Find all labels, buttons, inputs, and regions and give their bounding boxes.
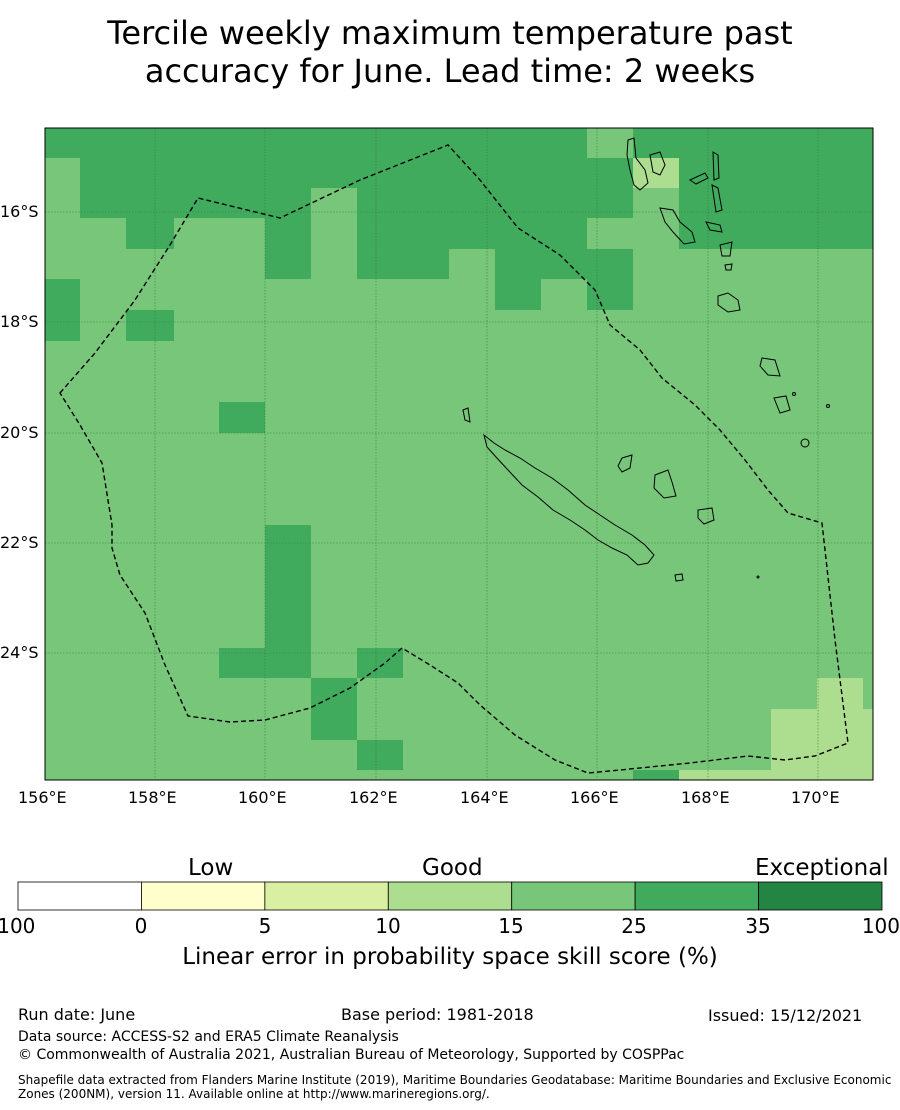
high-cell (126, 310, 174, 341)
mid-cell (771, 709, 873, 780)
lat-label: 16°S (0, 202, 39, 221)
new-caledonia-island (483, 433, 655, 566)
island (711, 184, 723, 213)
mid-skill-cells (633, 158, 873, 780)
high-cell (633, 770, 679, 780)
category-good: Good (422, 855, 483, 881)
high-cell (357, 648, 403, 678)
run-date: Run date: June (18, 1005, 136, 1024)
map-title: Tercile weekly maximum temperature past … (0, 14, 900, 90)
high-cell (265, 525, 311, 678)
base-cell (45, 158, 80, 218)
colorbar (17, 881, 883, 911)
island (756, 575, 760, 579)
mid-cell (679, 770, 771, 780)
shapefile-credit-line-2: Zones (200NM), version 11. Available onl… (18, 1087, 490, 1101)
lon-label: 168°E (681, 788, 730, 807)
base-period: Base period: 1981-2018 (341, 1005, 534, 1024)
eez-boundary (59, 144, 849, 774)
island (649, 151, 666, 176)
colorbar-tick: 25 (621, 914, 647, 938)
island (697, 507, 715, 525)
vanuatu-islands (626, 137, 830, 414)
island (653, 469, 677, 499)
lon-label: 160°E (238, 788, 287, 807)
shapefile-credit-line-1: Shapefile data extracted from Flanders M… (18, 1073, 892, 1087)
high-cell (357, 740, 403, 770)
map-frame (44, 127, 874, 781)
colorbar-label: Linear error in probability space skill … (182, 944, 718, 970)
base-cell (587, 128, 633, 158)
lat-label: 24°S (0, 643, 39, 662)
colorbar-tick: 35 (745, 914, 771, 938)
shapefile-credit: Shapefile data extracted from Flanders M… (18, 1073, 898, 1101)
high-cell (219, 402, 265, 433)
high-cell (541, 249, 633, 279)
colorbar-tick: 15 (498, 914, 524, 938)
high-cell (45, 128, 587, 158)
high-cell (449, 218, 587, 249)
data-source: Data source: ACCESS-S2 and ERA5 Climate … (18, 1029, 399, 1045)
high-cell (587, 158, 633, 218)
island (759, 357, 781, 377)
island (462, 407, 471, 423)
island (705, 221, 723, 233)
colorbar-swatch (511, 881, 636, 911)
category-low: Low (188, 855, 234, 881)
island (659, 207, 696, 245)
base-cell (311, 188, 357, 279)
island (712, 151, 720, 181)
lon-label: 156°E (18, 788, 67, 807)
island (826, 404, 830, 408)
lon-label: 158°E (128, 788, 177, 807)
issued-date: Issued: 15/12/2021 (708, 1006, 863, 1025)
lat-label: 18°S (0, 312, 39, 331)
high-cell (45, 279, 80, 341)
island (719, 241, 733, 257)
high-cell (219, 648, 265, 678)
high-cell (265, 218, 311, 279)
island (674, 573, 684, 582)
title-line-1: Tercile weekly maximum temperature past (107, 14, 793, 52)
colorbar-tick: -100 (0, 914, 36, 938)
island (792, 392, 796, 396)
island (617, 454, 633, 473)
title-line-2: accuracy for June. Lead time: 2 weeks (144, 52, 756, 90)
copyright: © Commonwealth of Australia 2021, Austra… (18, 1047, 685, 1063)
high-cell (587, 279, 633, 310)
colorbar-tick: 5 (258, 914, 272, 938)
high-cell (357, 218, 449, 279)
island (626, 137, 649, 191)
small-islands (462, 407, 810, 582)
lon-label: 162°E (349, 788, 398, 807)
island (773, 395, 791, 414)
lon-label: 170°E (791, 788, 840, 807)
high-cell (633, 128, 873, 158)
colorbar-swatch (758, 881, 883, 911)
colorbar-swatch (387, 881, 513, 911)
colorbar-tick: 100 (861, 914, 900, 938)
island (724, 263, 733, 271)
island (717, 292, 741, 313)
island (800, 438, 810, 448)
colorbar-swatch (17, 881, 142, 911)
colorbar-tick: 10 (375, 914, 401, 938)
colorbar-swatch (264, 881, 389, 911)
lat-label: 20°S (0, 423, 39, 442)
colorbar-tick: 0 (134, 914, 148, 938)
colorbar-swatch (141, 881, 266, 911)
high-cell (126, 218, 174, 249)
gridlines (45, 128, 873, 780)
lat-label: 22°S (0, 533, 39, 552)
high-cell (495, 249, 541, 310)
island (688, 172, 709, 185)
lon-label: 164°E (460, 788, 509, 807)
high-cell (679, 158, 873, 249)
base-skill-cells (45, 128, 633, 279)
lon-label: 166°E (570, 788, 619, 807)
category-exceptional: Exceptional (755, 855, 889, 881)
colorbar-swatch (634, 881, 759, 911)
